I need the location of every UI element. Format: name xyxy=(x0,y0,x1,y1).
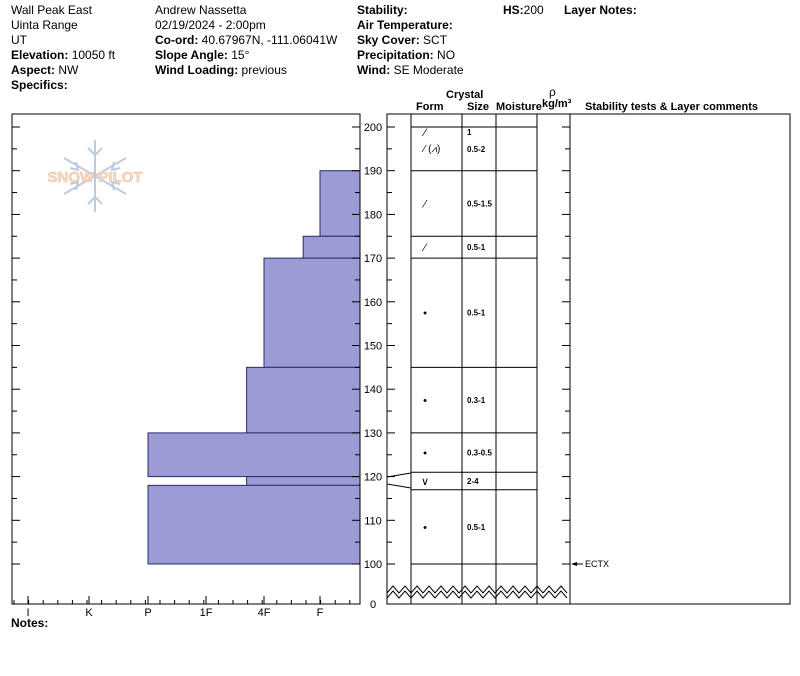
wind-loading-field: Wind Loading: previous xyxy=(155,63,287,77)
height-label-180: 180 xyxy=(364,209,382,221)
obs-datetime: 02/19/2024 - 2:00pm xyxy=(155,18,266,32)
layer-notes-field: Layer Notes: xyxy=(564,3,637,17)
crystal-size-5: 0.3-0.5 xyxy=(467,449,492,458)
header-middle: Andrew Nassetta 02/19/2024 - 2:00pm Co-o… xyxy=(155,3,337,78)
hardness-label-I: I xyxy=(26,607,29,619)
form-header: Form xyxy=(416,101,444,113)
hardness-bar-3 xyxy=(263,257,361,368)
wind-field: Wind: SE Moderate xyxy=(357,63,464,77)
hardness-label-K: K xyxy=(85,607,93,619)
precip-field: Precipitation: NO xyxy=(357,48,456,62)
height-label-0: 0 xyxy=(370,599,376,611)
rho-header: ρ xyxy=(549,85,556,99)
crystal-size-6: 2-4 xyxy=(467,477,479,486)
stability-arrow-0 xyxy=(571,562,577,566)
crystal-size-7: 0.5-1 xyxy=(467,523,486,532)
crystal-size-2: 0.5-1 xyxy=(467,243,486,252)
header-left: Wall Peak East Uinta Range UT Elevation:… xyxy=(11,3,115,93)
hardness-bar-5 xyxy=(147,432,361,478)
height-label-100: 100 xyxy=(364,559,382,571)
hardness-label-P: P xyxy=(144,607,151,619)
hardness-bar-1 xyxy=(319,170,361,237)
height-label-110: 110 xyxy=(364,515,382,527)
height-label-190: 190 xyxy=(364,166,382,178)
height-label-200: 200 xyxy=(364,122,382,134)
stability-header: Stability tests & Layer comments xyxy=(585,101,759,113)
crystal-size-3: 0.5-1 xyxy=(467,309,486,318)
snowflake-icon xyxy=(63,140,127,212)
height-label-150: 150 xyxy=(364,341,382,353)
hardness-bars xyxy=(147,170,361,565)
hs-field: HS:200 xyxy=(503,3,544,17)
height-label-140: 140 xyxy=(364,384,382,396)
crystal-form-5: • xyxy=(423,448,427,460)
height-label-170: 170 xyxy=(364,253,382,265)
air-temp-field: Air Temperature: xyxy=(357,18,453,32)
axis-break-zigzag-2 xyxy=(386,590,568,599)
stability-label-0: ECTX xyxy=(585,559,609,569)
height-label-120: 120 xyxy=(364,472,382,484)
hardness-bar-4 xyxy=(246,366,361,434)
crystal-form-3: • xyxy=(423,308,427,320)
height-label-130: 130 xyxy=(364,428,382,440)
moisture-header: Moisture xyxy=(496,101,542,113)
observer-name: Andrew Nassetta xyxy=(155,3,247,17)
hardness-label-4F: 4F xyxy=(258,607,271,619)
notes-label: Notes: xyxy=(11,616,49,630)
crystal-form-4: • xyxy=(423,395,427,407)
state-name: UT xyxy=(11,33,27,47)
axis-break-zigzag xyxy=(386,585,568,594)
aspect-field: Aspect: NW xyxy=(11,63,79,77)
header-right: Stability: Air Temperature: Sky Cover: S… xyxy=(357,3,464,78)
location-name: Wall Peak East xyxy=(11,3,92,17)
crystal-size-0: 1 xyxy=(467,128,472,137)
crystal-form-2: ⁄ xyxy=(421,242,428,254)
crystal-size-extra: 0.5-2 xyxy=(467,145,486,154)
layer-connector-1 xyxy=(386,472,412,478)
height-axis: 200 190 180 170 160 150 140 130 120 110 100 0 xyxy=(12,122,570,611)
specifics-field: Specifics: xyxy=(11,78,68,92)
crystal-table: ⁄ 1 ⁄ 0.5-1.5 ⁄ 0.5-1 • 0.5-1 • 0.3-1 • 0.3-0.5 ∨ 2-4… xyxy=(386,126,537,565)
slope-field: Slope Angle: 15° xyxy=(155,48,250,62)
crystal-form-1: ⁄ xyxy=(421,198,428,210)
plot-frame xyxy=(11,113,791,605)
crystal-form-extra: ⁄ (⩘) xyxy=(421,144,441,155)
range-name: Uinta Range xyxy=(11,18,78,32)
hardness-bar-6 xyxy=(246,476,361,486)
stability-column-border xyxy=(569,113,791,605)
crystal-form-6: ∨ xyxy=(421,476,429,488)
snowpilot-watermark: SNOW PILOT xyxy=(47,140,143,212)
stability-marks: ECTX xyxy=(571,559,609,569)
hardness-bar-2 xyxy=(302,235,361,259)
hardness-bar-7 xyxy=(147,484,361,565)
crystal-size-4: 0.3-1 xyxy=(467,396,486,405)
elevation-field: Elevation: 10050 ft xyxy=(11,48,116,62)
stability-field: Stability: xyxy=(357,3,408,17)
crystal-form-0: ⁄ xyxy=(421,127,428,139)
layer-connector-2 xyxy=(386,483,412,489)
size-header: Size xyxy=(467,101,490,113)
hardness-axis: I K P 1F 4F F xyxy=(13,596,351,619)
sky-field: Sky Cover: SCT xyxy=(357,33,448,47)
hardness-plot-border xyxy=(11,113,361,605)
hardness-label-F: F xyxy=(317,607,324,619)
crystal-size-1: 0.5-1.5 xyxy=(467,199,492,208)
coord-field: Co-ord: 40.67967N, -111.06041W xyxy=(155,33,338,47)
hardness-label-1F: 1F xyxy=(200,607,213,619)
height-label-160: 160 xyxy=(364,297,382,309)
density-header: kg/m³ xyxy=(542,98,572,110)
watermark-text: SNOW PILOT xyxy=(48,169,143,186)
crystal-form-7: • xyxy=(423,522,427,534)
crystal-header: Crystal xyxy=(446,89,484,101)
